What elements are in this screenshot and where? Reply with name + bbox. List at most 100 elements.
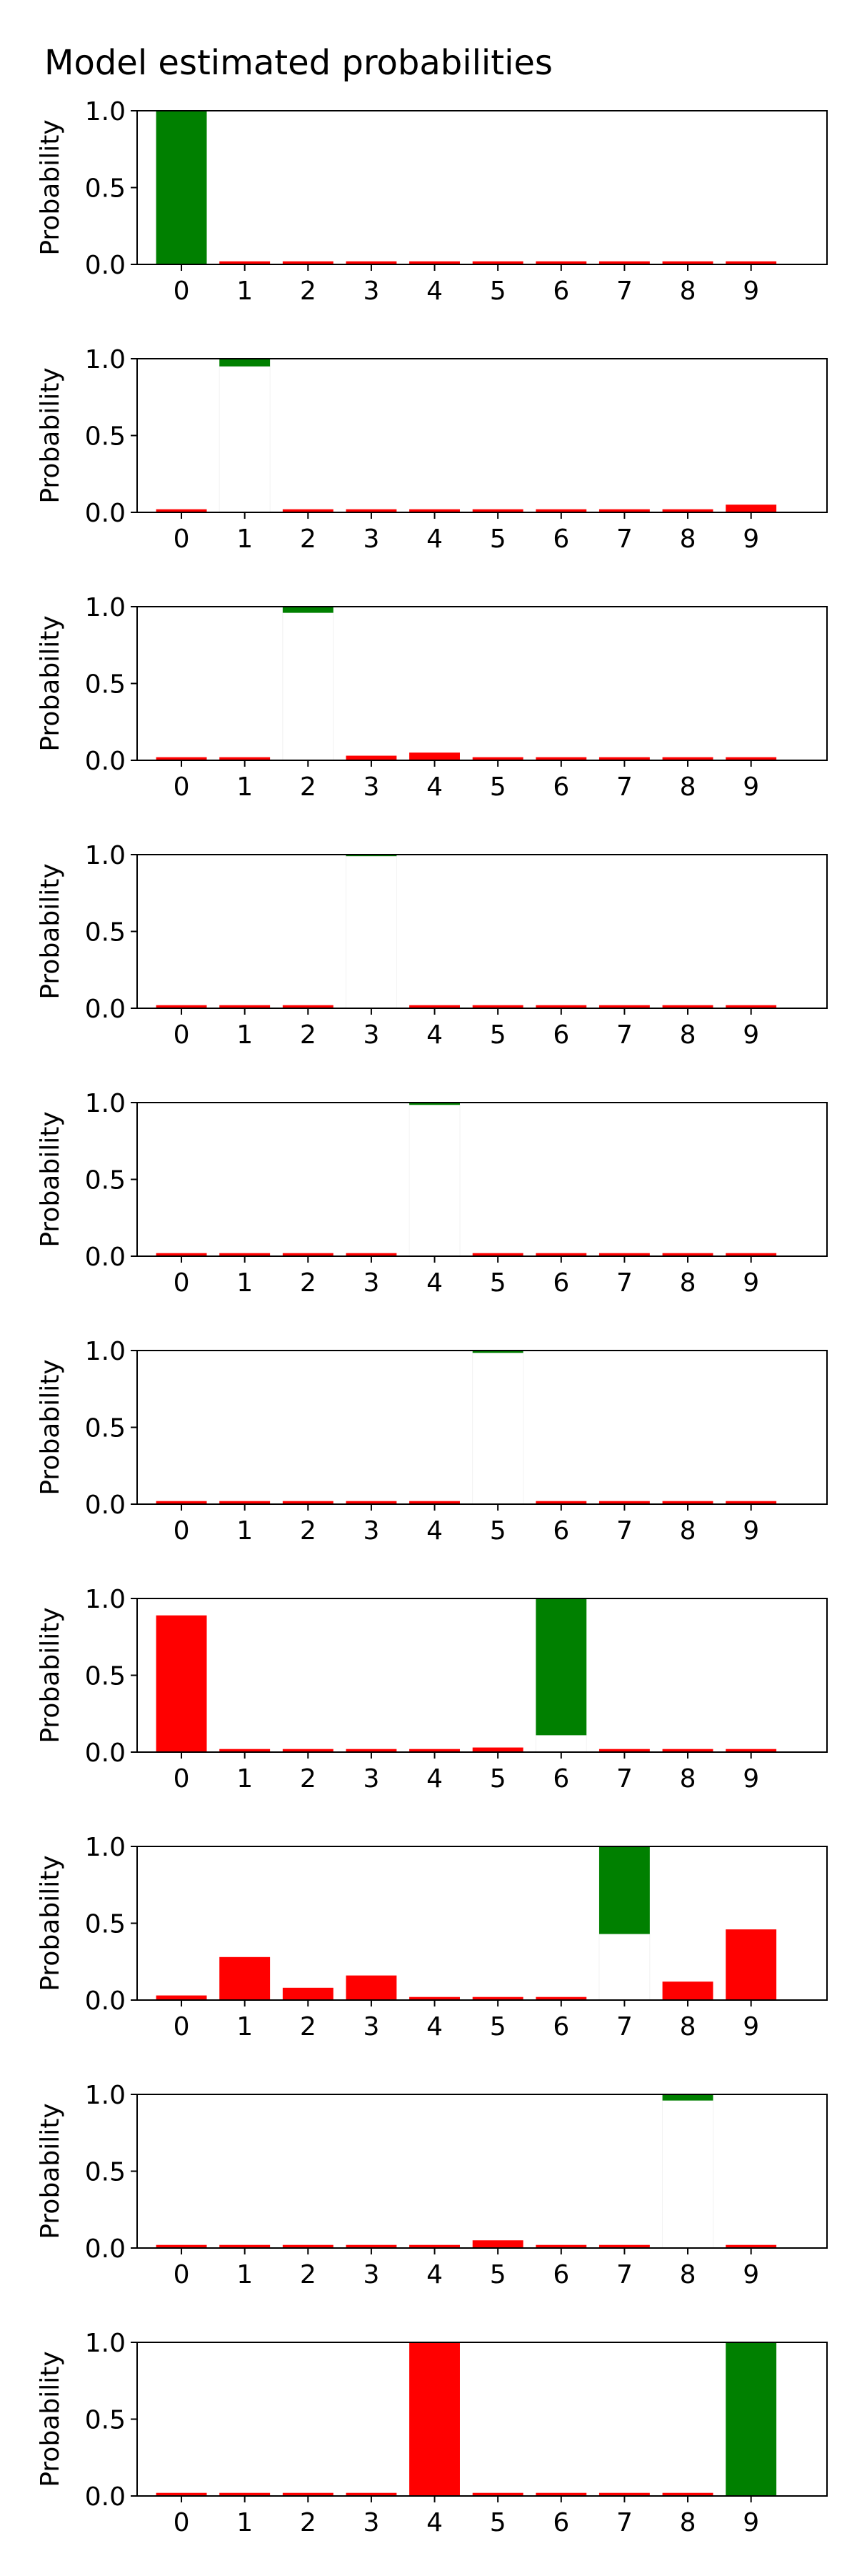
bar-1	[219, 261, 271, 264]
x-tick-label: 8	[680, 524, 696, 554]
x-tick-label: 0	[174, 2012, 190, 2042]
bar-7	[598, 261, 650, 264]
x-tick-label: 5	[490, 1764, 506, 1794]
bar-9	[726, 1005, 777, 1008]
x-tick-label: 8	[680, 2260, 696, 2289]
bar-7	[598, 757, 650, 760]
bar-7	[598, 1005, 650, 1008]
bar-6	[536, 1996, 587, 2000]
x-tick-label: 2	[300, 1020, 316, 1050]
x-tick-label: 2	[300, 524, 316, 554]
x-tick-label: 8	[680, 772, 696, 802]
x-tick-label: 5	[490, 524, 506, 554]
x-tick-label: 2	[300, 1268, 316, 1298]
x-tick-label: 8	[680, 277, 696, 306]
bar-4	[409, 1749, 460, 1752]
x-tick-label: 8	[680, 1764, 696, 1794]
y-tick-label: 1.0	[85, 1089, 126, 1118]
y-axis-label: Probability	[36, 367, 65, 503]
bar-0	[156, 2244, 207, 2248]
y-tick-label: 0.0	[85, 1739, 126, 1768]
x-tick-label: 0	[174, 2508, 190, 2537]
x-tick-label: 1	[236, 1020, 253, 1050]
bar-7	[598, 1253, 650, 1256]
x-tick-label: 4	[426, 772, 443, 802]
x-tick-label: 8	[680, 1268, 696, 1298]
x-tick-label: 7	[616, 2260, 633, 2289]
x-tick-label: 5	[490, 1020, 506, 1050]
subplot-2: 0.0 0.5 1.0 0 1 2 3 4 5 6 7 8 9 Probability	[36, 345, 828, 554]
x-tick-label: 2	[300, 2508, 316, 2537]
bar-3	[346, 509, 397, 512]
bar-4	[409, 1501, 460, 1504]
bar-7	[598, 509, 650, 512]
subplot-6: 0.0 0.5 1.0 0 1 2 3 4 5 6 7 8 9 Probability	[36, 1337, 828, 1546]
y-tick-label: 1.0	[85, 2329, 126, 2358]
bar-base-7	[598, 1934, 651, 2001]
bar-5	[472, 1351, 523, 1353]
y-tick-label: 0.0	[85, 1491, 126, 1520]
x-tick-label: 4	[426, 524, 443, 554]
bar-2	[282, 2244, 334, 2248]
x-tick-label: 3	[363, 1020, 379, 1050]
bar-6	[536, 261, 587, 264]
x-tick-label: 7	[616, 1268, 633, 1298]
bar-4	[409, 261, 460, 264]
bar-3	[346, 1749, 397, 1752]
bar-5	[472, 1747, 523, 1752]
x-tick-label: 1	[236, 2260, 253, 2289]
x-tick-label: 0	[174, 1764, 190, 1794]
bar-6	[536, 1005, 587, 1008]
axes-frame	[136, 2094, 828, 2249]
x-tick-label: 5	[490, 2012, 506, 2042]
x-tick-label: 6	[553, 772, 569, 802]
y-tick-label: 1.0	[85, 97, 126, 126]
axes-frame	[136, 110, 828, 265]
x-tick-label: 2	[300, 2012, 316, 2042]
x-tick-label: 0	[174, 772, 190, 802]
bar-2	[282, 1987, 334, 2000]
bar-3	[346, 1501, 397, 1504]
bar-3	[346, 1975, 397, 2000]
bar-3	[346, 755, 397, 760]
bar-8	[662, 1981, 713, 2000]
bar-1	[219, 1749, 271, 1752]
bar-4	[409, 1103, 460, 1105]
bar-5	[472, 2492, 523, 2496]
bar-7	[598, 1846, 650, 1934]
x-tick-label: 0	[174, 1268, 190, 1298]
x-tick-label: 1	[236, 1268, 253, 1298]
x-tick-label: 6	[553, 1516, 569, 1546]
bar-9	[726, 1929, 777, 2000]
x-tick-label: 6	[553, 1020, 569, 1050]
x-tick-label: 3	[363, 277, 379, 306]
bar-7	[598, 2492, 650, 2496]
x-tick-label: 5	[490, 1516, 506, 1546]
bar-1	[219, 1253, 271, 1256]
x-tick-label: 2	[300, 2260, 316, 2289]
x-tick-label: 1	[236, 277, 253, 306]
x-tick-label: 8	[680, 2012, 696, 2042]
x-tick-label: 6	[553, 277, 569, 306]
bar-9	[726, 2244, 777, 2248]
x-tick-label: 9	[743, 1764, 759, 1794]
bar-2	[282, 1749, 334, 1752]
y-axis-label: Probability	[36, 863, 65, 999]
x-tick-label: 6	[553, 2508, 569, 2537]
y-tick-label: 0.5	[85, 1166, 126, 1195]
bar-8	[662, 509, 713, 512]
x-tick-label: 7	[616, 2508, 633, 2537]
bar-3	[346, 2244, 397, 2248]
y-tick-label: 0.5	[85, 670, 126, 700]
x-tick-label: 3	[363, 2260, 379, 2289]
bar-base-1	[219, 366, 271, 513]
bar-base-5	[472, 1352, 524, 1505]
x-tick-label: 3	[363, 2012, 379, 2042]
x-tick-label: 1	[236, 524, 253, 554]
x-tick-label: 6	[553, 1268, 569, 1298]
y-tick-label: 1.0	[85, 841, 126, 870]
x-tick-label: 3	[363, 1268, 379, 1298]
bar-base-6	[535, 1734, 587, 1753]
